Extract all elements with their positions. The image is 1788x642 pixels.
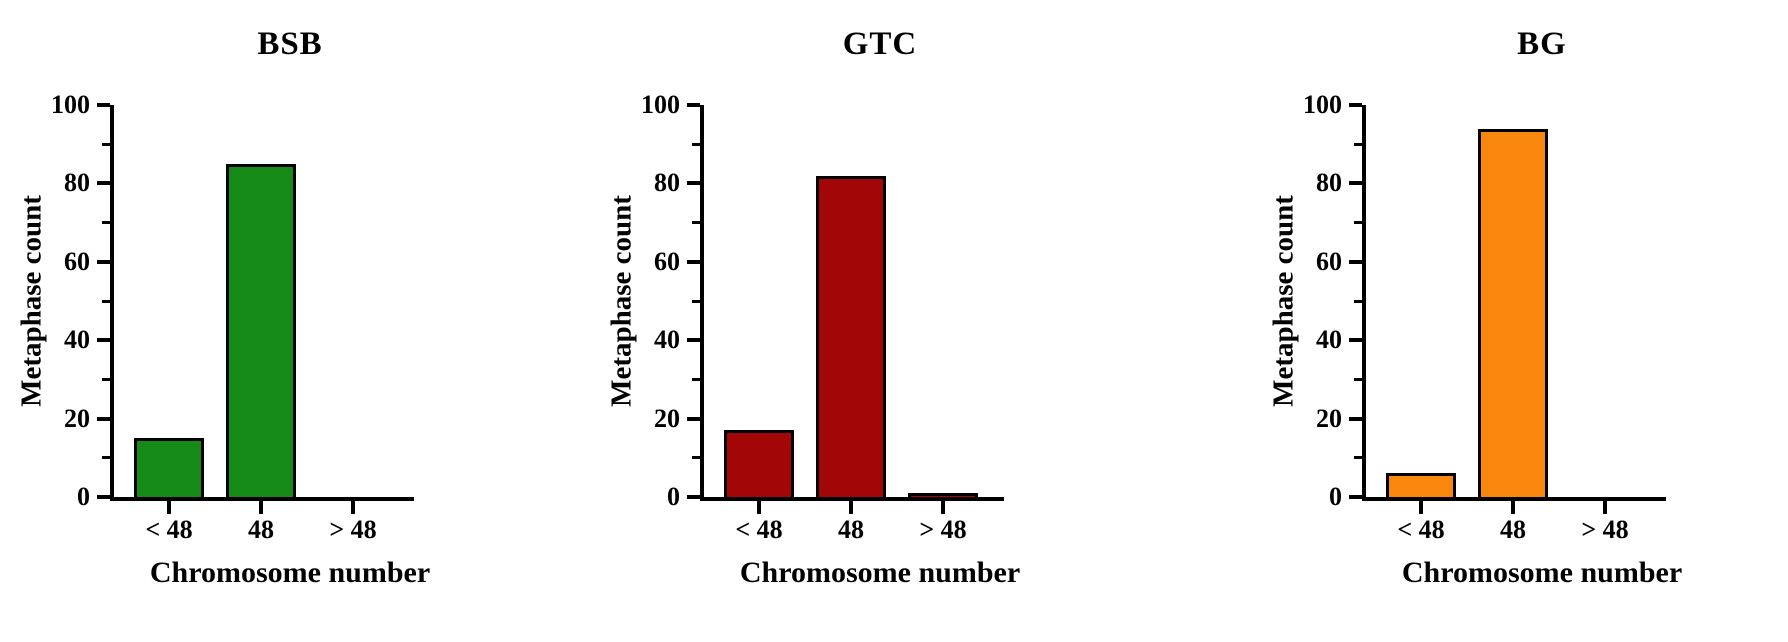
x-axis-tick-label: 48 [838, 515, 864, 544]
x-axis-tick [1511, 501, 1515, 514]
y-axis-tick-label: 100 [641, 90, 680, 119]
chart-title: BSB [257, 26, 323, 62]
y-axis-tick-label: 60 [64, 246, 90, 276]
x-axis-tick-label: > 48 [1581, 515, 1629, 544]
x-axis-tick-label: 48 [1500, 515, 1526, 544]
x-axis-tick-label: 48 [248, 515, 274, 544]
x-axis-tick-label: < 48 [145, 515, 193, 544]
y-axis-minor-tick [692, 142, 700, 146]
plot-area: 0 20 40 60 80 100 < 48 48 > 48 [1303, 92, 1666, 544]
x-axis-tick [849, 501, 853, 514]
y-axis-tick-label: 20 [654, 403, 680, 433]
chart-panel-gtc: GTC Metaphase count 0 20 40 60 80 100 < 48 48 > … [596, 0, 1192, 642]
x-axis-tick-label: > 48 [919, 515, 967, 544]
y-axis-minor-tick [102, 377, 110, 381]
y-axis-tick-label: 20 [1316, 403, 1342, 433]
y-axis-tick-label: 80 [654, 168, 680, 198]
chart-title: GTC [842, 26, 918, 62]
y-axis-minor-tick [1354, 456, 1362, 460]
y-axis-tick [687, 259, 700, 264]
y-axis-tick-label: 0 [1329, 482, 1342, 511]
y-axis-tick-label: 100 [1303, 90, 1342, 119]
y-axis-tick [97, 103, 110, 107]
x-axis-tick-label: > 48 [329, 515, 377, 544]
x-axis-tick [941, 501, 945, 514]
y-axis-tick-label: 0 [667, 482, 680, 511]
y-axis-tick [97, 338, 110, 343]
chart-panel-bg: BG Metaphase count 0 20 40 60 80 100 < 48 48 > 4… [1192, 0, 1788, 642]
bar-48 [816, 175, 886, 497]
y-axis-minor-tick [1354, 377, 1362, 381]
y-axis-minor-tick [1354, 142, 1362, 146]
y-axis-tick [97, 259, 110, 264]
y-axis-label: Metaphase count [605, 195, 638, 407]
y-axis-tick [1349, 338, 1362, 343]
y-axis-tick [687, 338, 700, 343]
x-axis-tick [1603, 501, 1607, 514]
y-axis-label: Metaphase count [1267, 195, 1300, 407]
y-axis-minor-tick [102, 142, 110, 146]
y-axis-tick [687, 416, 700, 421]
y-axis-tick-label: 60 [1316, 246, 1342, 276]
y-axis-minor-tick [692, 221, 700, 225]
x-axis-tick [167, 501, 171, 514]
plot-area: 0 20 40 60 80 100 < 48 48 > 48 [641, 92, 1004, 544]
y-axis-tick [687, 103, 700, 107]
y-axis-tick-label: 40 [654, 325, 680, 355]
y-axis-tick [1349, 103, 1362, 107]
y-axis-tick-label: 40 [64, 325, 90, 355]
x-axis-tick-label: < 48 [735, 515, 783, 544]
y-axis-tick [1349, 259, 1362, 264]
y-axis-tick [1349, 416, 1362, 421]
bar-<48 [1386, 473, 1456, 497]
y-axis-tick-label: 60 [654, 246, 680, 276]
y-axis-label: Metaphase count [15, 195, 48, 407]
x-axis-label: Chromosome number [739, 556, 1021, 589]
bar-<48 [134, 438, 204, 497]
x-axis-tick-label: < 48 [1397, 515, 1445, 544]
y-axis-minor-tick [1354, 299, 1362, 303]
y-axis-tick [687, 181, 700, 186]
chart-title: BG [1517, 26, 1567, 62]
y-axis-minor-tick [692, 299, 700, 303]
y-axis-minor-tick [102, 221, 110, 225]
x-axis-tick [757, 501, 761, 514]
x-axis-label: Chromosome number [149, 556, 431, 589]
bar->48 [908, 493, 978, 497]
y-axis-minor-tick [102, 299, 110, 303]
y-axis-minor-tick [102, 456, 110, 460]
y-axis-tick-label: 80 [1316, 168, 1342, 198]
y-axis-tick-label: 0 [77, 482, 90, 511]
y-axis-minor-tick [1354, 221, 1362, 225]
y-axis-tick [97, 181, 110, 186]
y-axis-tick-label: 100 [51, 90, 90, 119]
x-axis-tick [351, 501, 355, 514]
y-axis-tick [1349, 181, 1362, 186]
x-axis-tick [1419, 501, 1423, 514]
y-axis-tick-label: 20 [64, 403, 90, 433]
bar-<48 [724, 430, 794, 497]
y-axis-tick [1349, 495, 1362, 499]
bar-48 [226, 163, 296, 497]
y-axis-tick [97, 495, 110, 499]
y-axis-tick-label: 80 [64, 168, 90, 198]
plot-area: 0 20 40 60 80 100 < 48 48 > 48 [51, 92, 414, 544]
y-axis-minor-tick [692, 456, 700, 460]
x-axis-tick [259, 501, 263, 514]
y-axis-tick-label: 40 [1316, 325, 1342, 355]
bar-48 [1478, 128, 1548, 497]
x-axis-label: Chromosome number [1401, 556, 1683, 589]
y-axis-tick [97, 416, 110, 421]
y-axis-minor-tick [692, 377, 700, 381]
y-axis-tick [687, 495, 700, 499]
chart-panel-bsb: BSB Metaphase count 0 20 40 60 80 100 < 48 48 > … [0, 0, 596, 642]
